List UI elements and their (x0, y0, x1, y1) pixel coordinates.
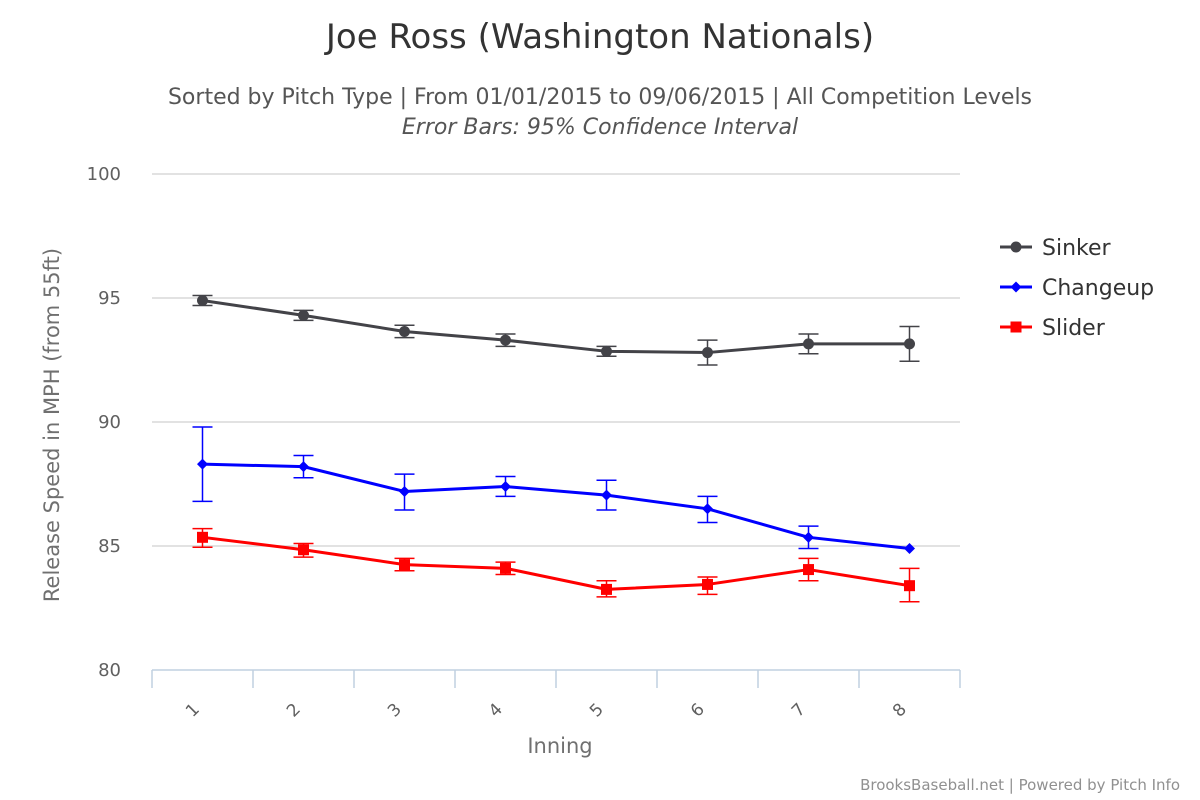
data-point[interactable] (399, 485, 410, 497)
series-line (202, 462, 910, 550)
data-point[interactable] (904, 338, 915, 350)
x-tick-label: 8 (889, 700, 911, 722)
series-sinker (192, 294, 920, 366)
data-point[interactable] (197, 531, 208, 543)
chart-title: Joe Ross (Washington Nationals) (324, 17, 874, 57)
x-tick-label: 4 (485, 700, 507, 722)
y-tick-label: 80 (98, 660, 121, 681)
data-point[interactable] (702, 347, 713, 359)
data-point[interactable] (500, 334, 511, 346)
plot-area (192, 294, 920, 603)
y-tick-label: 85 (98, 536, 121, 557)
x-tick-label: 6 (687, 700, 709, 722)
data-point[interactable] (399, 325, 410, 337)
credits[interactable]: BrooksBaseball.net | Powered by Pitch In… (860, 776, 1180, 794)
x-tick-label: 5 (586, 700, 608, 722)
data-point[interactable] (803, 531, 814, 543)
data-point[interactable] (702, 503, 713, 515)
y-tick-label: 90 (98, 412, 121, 433)
data-point[interactable] (803, 338, 814, 350)
data-point[interactable] (601, 489, 612, 501)
series-changeup (192, 426, 915, 554)
data-point[interactable] (904, 542, 915, 554)
legend-marker (1010, 241, 1022, 253)
x-tick-label: 1 (182, 700, 204, 722)
data-point[interactable] (601, 583, 612, 595)
legend[interactable]: Sinker Changeup Slider (1000, 236, 1154, 341)
series-slider (192, 527, 920, 603)
data-point[interactable] (601, 345, 612, 357)
data-point[interactable] (904, 580, 915, 592)
legend-label: Sinker (1042, 236, 1112, 261)
data-point[interactable] (197, 294, 208, 306)
legend-label: Slider (1042, 316, 1106, 341)
legend-marker (1010, 281, 1022, 293)
chart-subtitle-error-bars: Error Bars: 95% Confidence Interval (402, 115, 798, 140)
series-line (202, 535, 910, 591)
y-axis-ticks: 80 85 90 95 100 (87, 164, 121, 681)
data-point[interactable] (298, 461, 309, 473)
data-point[interactable] (298, 309, 309, 321)
data-point[interactable] (702, 578, 713, 590)
data-point[interactable] (500, 562, 511, 574)
gridlines (152, 173, 960, 547)
x-tick-label: 7 (788, 700, 810, 722)
series-line (202, 298, 910, 355)
x-tick-label: 3 (384, 700, 406, 722)
legend-item-slider[interactable]: Slider (1000, 316, 1106, 341)
data-point[interactable] (399, 559, 410, 571)
legend-item-changeup[interactable]: Changeup (1000, 276, 1154, 301)
x-tick-label: 2 (283, 700, 305, 722)
chart-subtitle: Sorted by Pitch Type | From 01/01/2015 t… (168, 85, 1032, 110)
legend-marker (1010, 321, 1022, 333)
data-point[interactable] (803, 564, 814, 576)
y-tick-label: 95 (98, 288, 121, 309)
data-point[interactable] (197, 458, 208, 470)
legend-label: Changeup (1042, 276, 1154, 301)
data-point[interactable] (500, 480, 511, 492)
x-axis: 1 2 3 4 5 6 7 8 (151, 669, 961, 722)
y-axis-title: Release Speed in MPH (from 55ft) (40, 248, 64, 602)
x-axis-title: Inning (527, 734, 592, 758)
y-tick-label: 100 (87, 164, 121, 185)
legend-item-sinker[interactable]: Sinker (1000, 236, 1112, 261)
data-point[interactable] (298, 544, 309, 556)
